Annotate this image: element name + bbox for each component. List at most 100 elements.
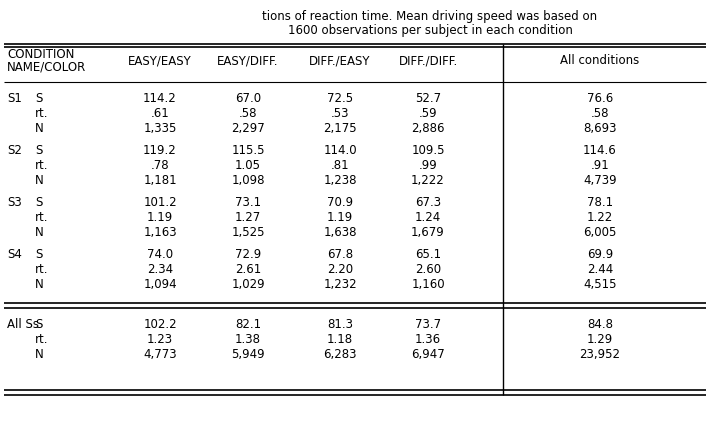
Text: 1,238: 1,238 bbox=[323, 174, 357, 187]
Text: 1,335: 1,335 bbox=[143, 122, 177, 135]
Text: 1.05: 1.05 bbox=[235, 159, 261, 172]
Text: 6,283: 6,283 bbox=[323, 348, 357, 361]
Text: N: N bbox=[35, 348, 44, 361]
Text: 1.29: 1.29 bbox=[587, 333, 613, 346]
Text: 73.7: 73.7 bbox=[415, 318, 441, 331]
Text: 2.20: 2.20 bbox=[327, 263, 353, 276]
Text: 2,297: 2,297 bbox=[231, 122, 265, 135]
Text: EASY/EASY: EASY/EASY bbox=[128, 54, 192, 67]
Text: 81.3: 81.3 bbox=[327, 318, 353, 331]
Text: 1.23: 1.23 bbox=[147, 333, 173, 346]
Text: N: N bbox=[35, 174, 44, 187]
Text: 72.5: 72.5 bbox=[327, 92, 353, 105]
Text: S4: S4 bbox=[7, 248, 22, 261]
Text: 1.38: 1.38 bbox=[235, 333, 261, 346]
Text: S2: S2 bbox=[7, 144, 22, 157]
Text: N: N bbox=[35, 122, 44, 135]
Text: 65.1: 65.1 bbox=[415, 248, 441, 261]
Text: 8,693: 8,693 bbox=[583, 122, 617, 135]
Text: 76.6: 76.6 bbox=[587, 92, 613, 105]
Text: All Ss: All Ss bbox=[7, 318, 39, 331]
Text: .91: .91 bbox=[591, 159, 609, 172]
Text: 1,525: 1,525 bbox=[231, 226, 265, 239]
Text: S1: S1 bbox=[7, 92, 22, 105]
Text: 67.0: 67.0 bbox=[235, 92, 261, 105]
Text: 115.5: 115.5 bbox=[231, 144, 265, 157]
Text: NAME/COLOR: NAME/COLOR bbox=[7, 61, 87, 74]
Text: 101.2: 101.2 bbox=[143, 196, 177, 209]
Text: S3: S3 bbox=[7, 196, 21, 209]
Text: 4,773: 4,773 bbox=[143, 348, 177, 361]
Text: .99: .99 bbox=[418, 159, 438, 172]
Text: 114.2: 114.2 bbox=[143, 92, 177, 105]
Text: tions of reaction time. Mean driving speed was based on: tions of reaction time. Mean driving spe… bbox=[262, 10, 598, 23]
Text: 1,029: 1,029 bbox=[231, 278, 265, 291]
Text: 102.2: 102.2 bbox=[143, 318, 177, 331]
Text: S: S bbox=[35, 92, 42, 105]
Text: N: N bbox=[35, 278, 44, 291]
Text: 1600 observations per subject in each condition: 1600 observations per subject in each co… bbox=[287, 24, 573, 37]
Text: 2.44: 2.44 bbox=[587, 263, 613, 276]
Text: S: S bbox=[35, 318, 42, 331]
Text: 4,739: 4,739 bbox=[583, 174, 617, 187]
Text: 2,175: 2,175 bbox=[323, 122, 357, 135]
Text: 72.9: 72.9 bbox=[235, 248, 261, 261]
Text: rt.: rt. bbox=[35, 211, 49, 224]
Text: 2.34: 2.34 bbox=[147, 263, 173, 276]
Text: .59: .59 bbox=[419, 107, 438, 120]
Text: 73.1: 73.1 bbox=[235, 196, 261, 209]
Text: .58: .58 bbox=[591, 107, 609, 120]
Text: 109.5: 109.5 bbox=[411, 144, 445, 157]
Text: 1.27: 1.27 bbox=[235, 211, 261, 224]
Text: 1,222: 1,222 bbox=[411, 174, 445, 187]
Text: S: S bbox=[35, 144, 42, 157]
Text: 5,949: 5,949 bbox=[231, 348, 265, 361]
Text: 1,094: 1,094 bbox=[143, 278, 177, 291]
Text: CONDITION: CONDITION bbox=[7, 48, 74, 61]
Text: 119.2: 119.2 bbox=[143, 144, 177, 157]
Text: 2,886: 2,886 bbox=[411, 122, 445, 135]
Text: 69.9: 69.9 bbox=[587, 248, 613, 261]
Text: 1.19: 1.19 bbox=[147, 211, 173, 224]
Text: 82.1: 82.1 bbox=[235, 318, 261, 331]
Text: 1.36: 1.36 bbox=[415, 333, 441, 346]
Text: .61: .61 bbox=[151, 107, 169, 120]
Text: rt.: rt. bbox=[35, 159, 49, 172]
Text: 6,947: 6,947 bbox=[411, 348, 445, 361]
Text: 6,005: 6,005 bbox=[583, 226, 616, 239]
Text: DIFF./DIFF.: DIFF./DIFF. bbox=[398, 54, 458, 67]
Text: rt.: rt. bbox=[35, 333, 49, 346]
Text: .53: .53 bbox=[331, 107, 349, 120]
Text: 52.7: 52.7 bbox=[415, 92, 441, 105]
Text: 1.22: 1.22 bbox=[587, 211, 613, 224]
Text: 67.3: 67.3 bbox=[415, 196, 441, 209]
Text: 67.8: 67.8 bbox=[327, 248, 353, 261]
Text: 4,515: 4,515 bbox=[583, 278, 617, 291]
Text: All conditions: All conditions bbox=[561, 54, 640, 67]
Text: 2.61: 2.61 bbox=[235, 263, 261, 276]
Text: 2.60: 2.60 bbox=[415, 263, 441, 276]
Text: DIFF./EASY: DIFF./EASY bbox=[310, 54, 371, 67]
Text: 1.19: 1.19 bbox=[327, 211, 353, 224]
Text: 114.6: 114.6 bbox=[583, 144, 617, 157]
Text: .58: .58 bbox=[239, 107, 257, 120]
Text: 1,163: 1,163 bbox=[143, 226, 177, 239]
Text: S: S bbox=[35, 248, 42, 261]
Text: .81: .81 bbox=[330, 159, 350, 172]
Text: 1.18: 1.18 bbox=[327, 333, 353, 346]
Text: 70.9: 70.9 bbox=[327, 196, 353, 209]
Text: 78.1: 78.1 bbox=[587, 196, 613, 209]
Text: 1.24: 1.24 bbox=[415, 211, 441, 224]
Text: S: S bbox=[35, 196, 42, 209]
Text: EASY/DIFF.: EASY/DIFF. bbox=[217, 54, 279, 67]
Text: 74.0: 74.0 bbox=[147, 248, 173, 261]
Text: 23,952: 23,952 bbox=[579, 348, 621, 361]
Text: .78: .78 bbox=[151, 159, 169, 172]
Text: 1,160: 1,160 bbox=[411, 278, 445, 291]
Text: 1,098: 1,098 bbox=[231, 174, 265, 187]
Text: 84.8: 84.8 bbox=[587, 318, 613, 331]
Text: rt.: rt. bbox=[35, 263, 49, 276]
Text: rt.: rt. bbox=[35, 107, 49, 120]
Text: 1,181: 1,181 bbox=[143, 174, 177, 187]
Text: 1,232: 1,232 bbox=[323, 278, 357, 291]
